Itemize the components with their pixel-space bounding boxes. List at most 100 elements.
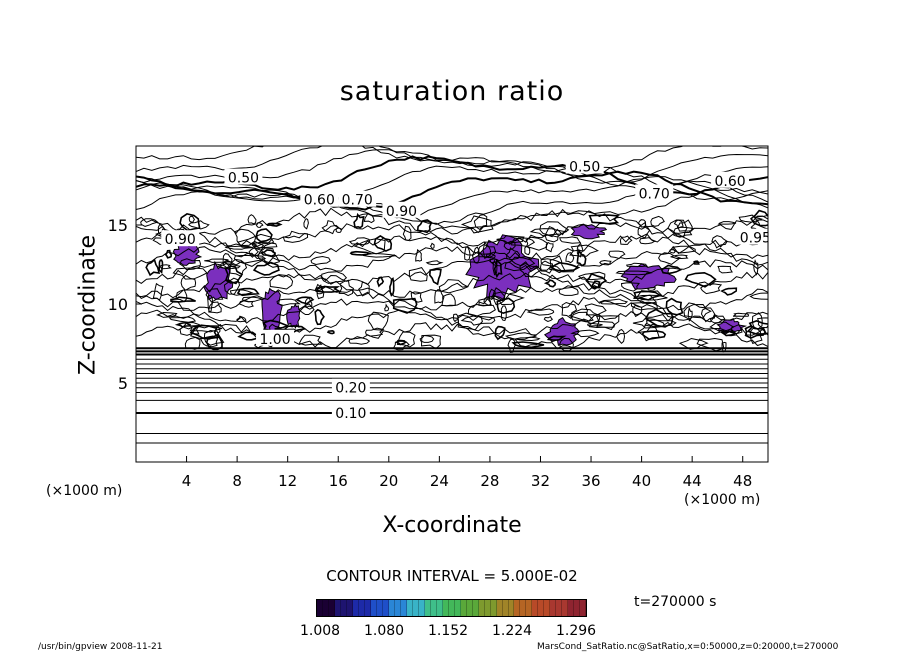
contour-loop bbox=[236, 315, 247, 323]
contour-loop bbox=[672, 245, 696, 254]
y-tick-label: 15 bbox=[108, 216, 128, 235]
colorbar bbox=[316, 599, 587, 617]
contour-loop bbox=[750, 209, 768, 227]
contour-loop bbox=[429, 242, 435, 249]
colorbar-cell bbox=[376, 600, 383, 616]
contour-loop bbox=[749, 292, 768, 300]
contour-loop bbox=[349, 250, 372, 256]
contour-loop bbox=[260, 249, 276, 257]
colorbar-cell bbox=[382, 600, 389, 616]
contour-loop bbox=[464, 246, 471, 261]
contour-loop bbox=[647, 287, 656, 291]
contour-loop bbox=[321, 220, 340, 235]
colorbar-tick-label: 1.152 bbox=[428, 623, 469, 639]
contour-loop bbox=[588, 214, 620, 225]
contour-loop bbox=[326, 329, 335, 335]
contour-loop bbox=[315, 285, 342, 293]
contour-line-upper bbox=[136, 175, 768, 219]
contour-line-middle bbox=[136, 285, 768, 311]
contour-label-bg bbox=[224, 168, 263, 185]
contour-line-middle bbox=[136, 207, 768, 235]
contour-loop bbox=[650, 215, 665, 227]
contour-loop bbox=[491, 291, 525, 306]
contour-loop bbox=[298, 303, 315, 315]
colorbar-cell bbox=[568, 600, 575, 616]
contour-loop bbox=[420, 334, 442, 350]
contour-interval-text: CONTOUR INTERVAL = 5.000E-02 bbox=[326, 567, 578, 585]
contour-loop bbox=[608, 250, 626, 260]
contour-label: 1.00 bbox=[259, 332, 290, 348]
footer-left: /usr/bin/gpview 2008-11-21 bbox=[38, 642, 163, 652]
x-axis-unit: (×1000 m) bbox=[684, 492, 761, 508]
contour-loop bbox=[158, 259, 164, 275]
contour-loop bbox=[504, 256, 536, 272]
colorbar-cell bbox=[490, 600, 497, 616]
contour-loop bbox=[170, 296, 196, 303]
contour-loop bbox=[709, 313, 726, 324]
contour-loop bbox=[559, 236, 582, 244]
contour-loop bbox=[473, 214, 488, 231]
contour-loop bbox=[558, 286, 579, 296]
contour-loop bbox=[546, 335, 567, 341]
contour-loop bbox=[353, 212, 365, 229]
x-tick-label: 8 bbox=[232, 472, 242, 490]
colorbar-cell bbox=[520, 600, 527, 616]
contour-label: 0.20 bbox=[335, 381, 366, 397]
contour-loop bbox=[460, 315, 496, 326]
contour-loop bbox=[441, 293, 456, 307]
colorbar-cell bbox=[394, 600, 401, 616]
contour-loop bbox=[625, 262, 649, 268]
contour-loop bbox=[678, 337, 709, 350]
contour-loop bbox=[700, 283, 723, 295]
contour-label-bg bbox=[331, 404, 370, 421]
contour-label: 0.90 bbox=[386, 204, 417, 220]
shaded-region bbox=[620, 263, 677, 290]
contour-loop bbox=[568, 308, 601, 325]
contour-loop bbox=[252, 261, 280, 276]
contour-loop bbox=[152, 282, 164, 301]
contour-loop bbox=[237, 331, 263, 341]
contour-line-middle bbox=[136, 309, 768, 336]
contour-loop bbox=[543, 279, 557, 288]
contour-label-bg bbox=[382, 201, 421, 218]
contour-loop bbox=[539, 260, 554, 274]
x-axis-label: X-coordinate bbox=[382, 513, 522, 538]
contour-loop bbox=[717, 265, 733, 274]
contour-loop bbox=[696, 337, 725, 352]
colorbar-cell bbox=[448, 600, 455, 616]
colorbar-cell bbox=[322, 600, 329, 616]
contour-loop bbox=[415, 248, 423, 262]
colorbar-cell bbox=[532, 600, 539, 616]
colorbar-cell bbox=[574, 600, 581, 616]
colorbar-tick-label: 1.296 bbox=[556, 623, 597, 639]
contour-loop bbox=[408, 267, 428, 282]
contour-loop bbox=[492, 259, 498, 276]
contour-loop bbox=[338, 279, 354, 297]
colorbar-cell bbox=[370, 600, 377, 616]
contour-loop bbox=[255, 222, 264, 228]
contour-loop bbox=[187, 220, 210, 230]
contour-loop bbox=[156, 311, 178, 318]
contour-loop bbox=[224, 245, 253, 250]
colorbar-cell bbox=[442, 600, 449, 616]
contour-label: 0.70 bbox=[639, 186, 670, 202]
contour-loop bbox=[570, 329, 600, 338]
contour-loop bbox=[367, 311, 389, 331]
contour-loop bbox=[670, 254, 689, 259]
contour-loop bbox=[615, 270, 653, 276]
contour-line-middle bbox=[136, 245, 768, 273]
colorbar-cell bbox=[562, 600, 569, 616]
contour-loop bbox=[265, 222, 283, 227]
contour-loop bbox=[720, 287, 738, 296]
colorbar-cell bbox=[352, 600, 359, 616]
colorbar-cell bbox=[556, 600, 563, 616]
time-label: t=270000 s bbox=[634, 594, 717, 610]
y-axis-unit: (×1000 m) bbox=[46, 483, 123, 499]
contour-label-bg bbox=[711, 171, 750, 188]
x-tick-label: 12 bbox=[278, 472, 297, 490]
colorbar-cell bbox=[514, 600, 521, 616]
contour-label-bg bbox=[300, 190, 339, 207]
contour-label-bg bbox=[736, 228, 768, 245]
contour-label-bg bbox=[338, 190, 377, 207]
contour-loop bbox=[348, 337, 371, 345]
